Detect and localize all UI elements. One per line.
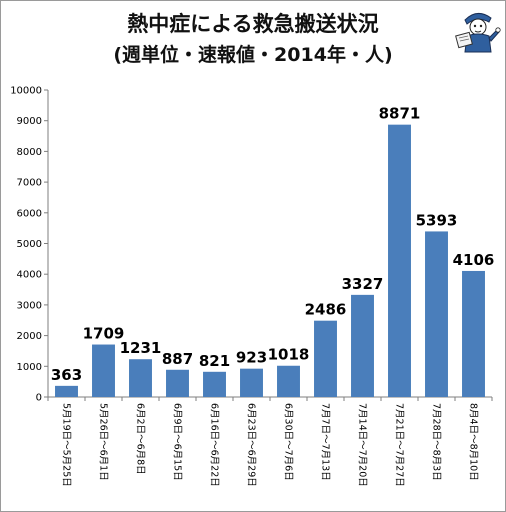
bar [425, 231, 448, 397]
bar [203, 371, 226, 397]
x-tick-label: 7月28日～8月3日 [431, 403, 442, 481]
y-tick-label: 4000 [17, 270, 42, 281]
y-tick-label: 2000 [17, 331, 42, 342]
data-label: 3327 [342, 275, 384, 293]
bar [462, 270, 485, 397]
x-tick-label: 7月21日～7月27日 [394, 403, 405, 487]
y-tick-label: 7000 [17, 178, 42, 189]
y-tick-label: 6000 [17, 208, 42, 219]
x-tick-label: 5月19日～5月25日 [61, 403, 72, 487]
y-tick-label: 10000 [10, 86, 42, 97]
axes: 0 1000 2000 3000 4000 5000 6000 7000 8000 9000 100… [10, 86, 493, 404]
x-tick-label: 7月14日～7月20日 [357, 403, 368, 487]
data-label: 1709 [83, 325, 125, 343]
bar [240, 368, 263, 397]
data-label: 887 [162, 350, 193, 368]
chart-title: 熱中症による救急搬送状況 [127, 12, 379, 36]
bar [388, 124, 411, 397]
data-label: 2486 [305, 301, 347, 319]
data-label: 8871 [379, 105, 421, 123]
bar [55, 385, 78, 397]
data-label: 5393 [416, 211, 458, 229]
x-tick-label: 6月2日～6月8日 [135, 403, 146, 475]
y-tick-label: 9000 [17, 116, 42, 127]
bar [129, 359, 152, 397]
newspaper-reader-mascot-icon [455, 13, 501, 53]
x-tick-label: 5月26日～6月1日 [98, 403, 109, 481]
x-tick-label: 8月4日～8月10日 [468, 403, 479, 481]
y-tick-label: 8000 [17, 147, 42, 158]
bar [92, 344, 115, 397]
bar [351, 294, 374, 397]
bar [314, 320, 337, 397]
x-tick-label: 6月30日～7月6日 [283, 403, 294, 481]
y-tick-label: 5000 [17, 239, 42, 250]
bar [277, 365, 300, 397]
x-tick-label: 6月9日～6月15日 [172, 403, 183, 481]
data-label: 821 [199, 352, 230, 370]
data-label: 923 [236, 349, 267, 367]
chart-subtitle: (週単位・速報値・2014年・人) [113, 44, 393, 66]
y-tick-label: 3000 [17, 300, 42, 311]
data-label: 363 [51, 366, 82, 384]
x-tick-label: 6月16日～6月22日 [209, 403, 220, 487]
data-label: 1231 [120, 339, 162, 357]
data-label: 4106 [453, 251, 495, 269]
bar [166, 369, 189, 397]
x-tick-label: 6月23日～6月29日 [246, 403, 257, 487]
x-axis-labels: 5月19日～5月25日 5月26日～6月1日 6月2日～6月8日 6月9日～6月15日… [61, 403, 479, 487]
x-tick-label: 7月7日～7月13日 [320, 403, 331, 481]
bars [55, 124, 485, 397]
data-label: 1018 [268, 346, 310, 364]
y-tick-label: 1000 [17, 362, 42, 373]
y-tick-label: 0 [36, 393, 42, 404]
